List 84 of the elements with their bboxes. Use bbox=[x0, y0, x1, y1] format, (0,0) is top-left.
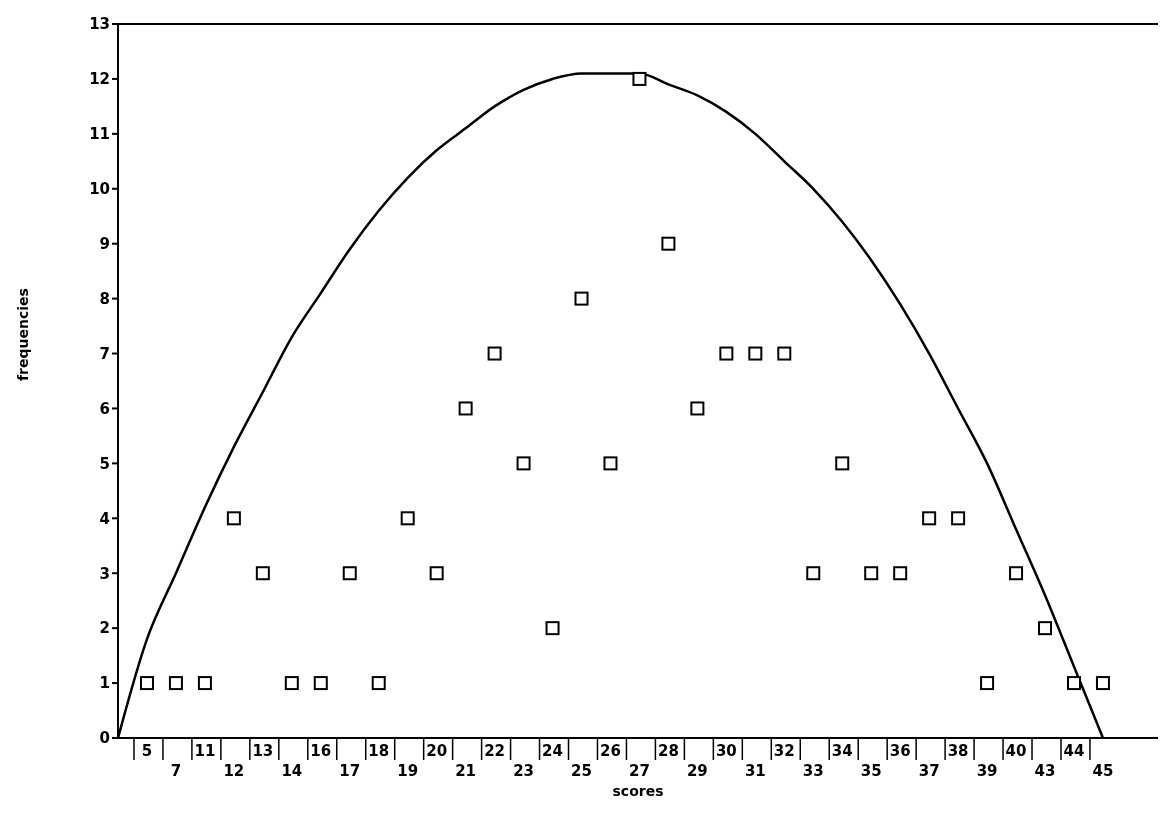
point bbox=[574, 291, 589, 306]
x-tick-label: 14 bbox=[281, 762, 303, 780]
x-tick-label: 12 bbox=[223, 762, 245, 780]
point bbox=[632, 71, 647, 86]
y-tick-label: 8 bbox=[99, 289, 110, 308]
x-tick-label: 27 bbox=[629, 762, 650, 780]
x-tick-label: 31 bbox=[744, 762, 766, 780]
x-axis-title: scores bbox=[612, 783, 664, 799]
x-tick-label: 37 bbox=[918, 762, 940, 780]
point bbox=[545, 621, 560, 636]
point bbox=[893, 566, 908, 581]
x-tick-label: 21 bbox=[455, 762, 477, 780]
x-tick-label: 7 bbox=[170, 762, 182, 780]
x-tick-label: 18 bbox=[368, 742, 390, 760]
y-tick-label: 11 bbox=[89, 125, 110, 144]
x-tick-label: 40 bbox=[1005, 742, 1027, 760]
x-tick-label: 25 bbox=[571, 762, 592, 780]
point bbox=[313, 676, 328, 691]
x-tick-label: 30 bbox=[715, 742, 737, 760]
point bbox=[168, 676, 183, 691]
x-tick-label: 34 bbox=[831, 742, 853, 760]
x-tick-label: 32 bbox=[773, 742, 795, 760]
point bbox=[864, 566, 879, 581]
x-tick-label: 19 bbox=[397, 762, 419, 780]
y-axis-title: frequencies bbox=[14, 288, 31, 381]
point bbox=[661, 236, 676, 251]
x-tick-label: 29 bbox=[686, 762, 708, 780]
y-tick-label: 2 bbox=[99, 619, 110, 638]
y-tick-label: 4 bbox=[99, 509, 110, 528]
x-tick-label: 11 bbox=[194, 742, 216, 760]
x-tick-label: 16 bbox=[310, 742, 332, 760]
y-tick-label: 12 bbox=[89, 70, 110, 89]
point bbox=[284, 676, 299, 691]
point bbox=[1095, 676, 1110, 691]
x-tick-label: 36 bbox=[889, 742, 911, 760]
point bbox=[719, 346, 734, 361]
y-tick-label: 10 bbox=[89, 180, 110, 199]
x-tick-label: 33 bbox=[802, 762, 824, 780]
point bbox=[603, 456, 618, 471]
x-tick-label: 13 bbox=[252, 742, 274, 760]
point bbox=[371, 676, 386, 691]
x-tick-label: 28 bbox=[657, 742, 679, 760]
x-tick-label: 23 bbox=[513, 762, 535, 780]
point bbox=[400, 511, 415, 526]
point bbox=[342, 566, 357, 581]
point bbox=[255, 566, 270, 581]
x-tick-label: 43 bbox=[1034, 762, 1056, 780]
x-tick-label: 22 bbox=[484, 742, 506, 760]
x-tick-label: 39 bbox=[976, 762, 998, 780]
x-tick-label: 38 bbox=[947, 742, 969, 760]
x-tick-label: 17 bbox=[339, 762, 361, 780]
x-tick-label: 45 bbox=[1092, 762, 1114, 780]
y-tick-label: 13 bbox=[89, 15, 110, 34]
y-tick-label: 5 bbox=[99, 454, 110, 473]
y-tick-label: 3 bbox=[99, 564, 110, 583]
point bbox=[748, 346, 763, 361]
y-tick-label: 9 bbox=[99, 235, 110, 254]
y-tick-label: 7 bbox=[99, 344, 110, 363]
point bbox=[516, 456, 531, 471]
point bbox=[690, 401, 705, 416]
y-tick-label: 1 bbox=[99, 674, 110, 693]
point bbox=[458, 401, 473, 416]
point bbox=[1038, 621, 1053, 636]
point bbox=[1009, 566, 1024, 581]
x-tick-label: 20 bbox=[426, 742, 448, 760]
point bbox=[429, 566, 444, 581]
y-tick-label: 0 bbox=[99, 729, 110, 748]
x-tick-label: 26 bbox=[600, 742, 621, 760]
point bbox=[922, 511, 937, 526]
point bbox=[777, 346, 792, 361]
point bbox=[226, 511, 241, 526]
point bbox=[197, 676, 212, 691]
x-tick-label: 24 bbox=[542, 742, 563, 760]
point bbox=[980, 676, 995, 691]
point bbox=[1066, 676, 1081, 691]
point bbox=[835, 456, 850, 471]
point bbox=[139, 676, 154, 691]
point bbox=[951, 511, 966, 526]
point bbox=[487, 346, 502, 361]
point bbox=[806, 566, 821, 581]
x-tick-label: 44 bbox=[1063, 742, 1085, 760]
y-tick-label: 6 bbox=[99, 399, 110, 418]
x-tick-label: 5 bbox=[141, 742, 153, 760]
x-tick-label: 35 bbox=[860, 762, 882, 780]
